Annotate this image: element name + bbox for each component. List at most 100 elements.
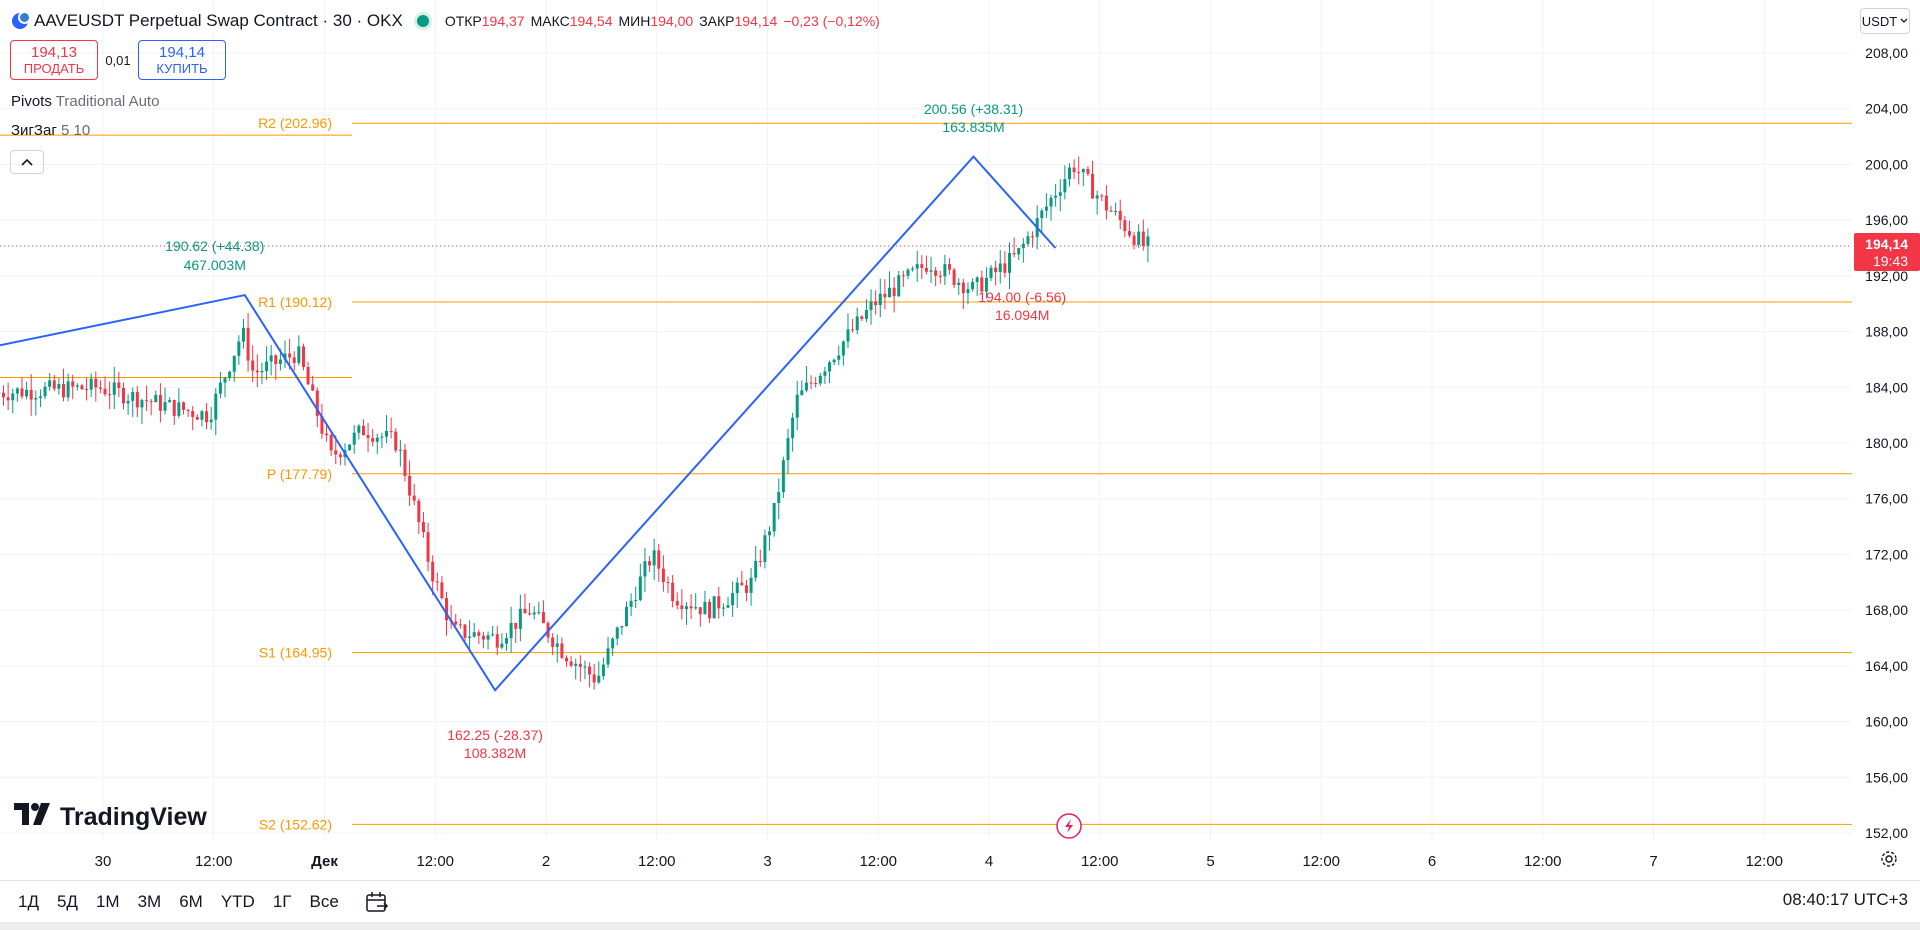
bar-countdown-label: 19:43 [1873,253,1908,269]
price-axis-tick: 172,00 [1865,546,1908,562]
time-axis-tick: 5 [1206,853,1214,870]
indicator-pivots[interactable]: Pivots Traditional Auto [11,93,159,110]
market-status-icon[interactable] [416,15,429,27]
range-1y[interactable]: 1Г [272,891,292,911]
currency-select[interactable]: USDT [1860,8,1910,34]
candle-body [251,360,255,371]
candle-body [689,606,693,609]
trade-panel: 194,13 ПРОДАТЬ 0,01 194,14 КУПИТЬ [10,40,226,80]
candle-body [228,371,232,378]
candle-body [320,416,324,434]
candle-body [6,397,10,401]
candle-body [274,355,278,364]
buy-button[interactable]: 194,14 КУПИТЬ [138,40,226,80]
candle-body [574,663,578,666]
candle-body [168,400,172,403]
candle-body [721,607,725,609]
candle-body [94,378,98,388]
candle-body [583,666,587,668]
range-3m[interactable]: 3М [137,891,162,911]
zigzag-volume-label: 108.382M [464,745,526,761]
candle-body [260,370,264,373]
symbol-icon[interactable] [12,11,31,29]
price-chart[interactable]: R2 (202.96) R1 (190.12) P (177.79) S1 (164.… [0,0,1920,880]
candle-body [214,393,218,420]
range-6m[interactable]: 6М [179,891,203,911]
price-axis-tick: 192,00 [1865,268,1908,284]
indicator-zigzag[interactable]: ЗигЗаг 5 10 [11,122,90,139]
time-axis-tick: Дек [311,853,338,870]
candle-body [131,391,135,401]
candle-body [186,409,190,411]
candle-body [338,454,342,458]
candle-body [25,389,29,397]
clock-timezone[interactable]: 08:40:17 UTC+3 [1782,890,1908,909]
candle-body [417,500,421,523]
candle-body [1123,220,1127,232]
candle-body [768,531,772,536]
candle-body [588,666,592,675]
candle-body [1072,167,1076,173]
sell-price: 194,13 [31,43,77,61]
candle-body [1067,167,1071,180]
candle-body [195,416,199,420]
candle-body [749,577,753,593]
range-ytd[interactable]: YTD [220,891,255,911]
indicator-args: 5 10 [60,122,91,139]
time-axis-tick: 3 [763,853,771,870]
price-axis-tick: 168,00 [1865,602,1908,618]
event-flash-icon-bolt [1065,819,1073,833]
zigzag-price-label: 194.00 (-6.56) [978,289,1066,305]
candle-body [671,582,675,602]
candle-body [1100,195,1104,197]
range-1m[interactable]: 1М [95,891,120,911]
candle-body [638,576,642,601]
candle-body [20,388,24,397]
price-axis-tick: 208,00 [1865,45,1908,61]
candle-body [624,606,628,627]
candle-body [666,582,670,584]
candle-body [348,444,352,451]
candle-body [1063,179,1067,193]
candle-body [648,561,652,566]
price-axis-tick: 200,00 [1865,156,1908,172]
range-5d[interactable]: 5Д [56,891,78,911]
candle-body [172,400,176,416]
candle-body [1137,231,1141,245]
range-all[interactable]: Все [309,891,339,911]
symbol-title[interactable]: AAVEUSDT Perpetual Swap Contract · 30 · … [34,11,403,30]
candle-body [126,400,130,404]
candle-body [246,327,250,361]
price-axis-tick: 204,00 [1865,101,1908,117]
candle-body [934,270,938,276]
tradingview-logo[interactable]: TradingView [14,803,207,832]
candle-body [832,359,836,363]
candle-body [315,390,319,417]
gear-icon[interactable] [1880,850,1898,868]
collapse-indicators-button[interactable] [10,150,44,174]
candle-body [611,638,615,649]
candle-body [75,385,79,387]
close-value: 194,14 [734,13,778,29]
candle-body [34,397,38,400]
candle-body [1031,236,1035,238]
calendar-goto-icon[interactable] [365,891,389,913]
candle-body [98,387,102,389]
candle-body [154,395,158,403]
candle-body [897,275,901,297]
candle-body [726,605,730,608]
candle-body [634,600,638,602]
candle-body [712,596,716,619]
range-1d[interactable]: 1Д [18,891,39,911]
candle-body [809,382,813,384]
candle-body [938,275,942,277]
candle-body [680,605,684,610]
spread-value: 0,01 [105,52,131,68]
candle-body [643,561,647,577]
sell-button[interactable]: 194,13 ПРОДАТЬ [10,40,98,80]
candle-body [846,329,850,342]
candle-body [301,346,305,368]
pivot-label: S1 (164.95) [259,645,332,661]
indicator-name: Pivots [11,93,52,110]
candle-body [71,381,75,387]
